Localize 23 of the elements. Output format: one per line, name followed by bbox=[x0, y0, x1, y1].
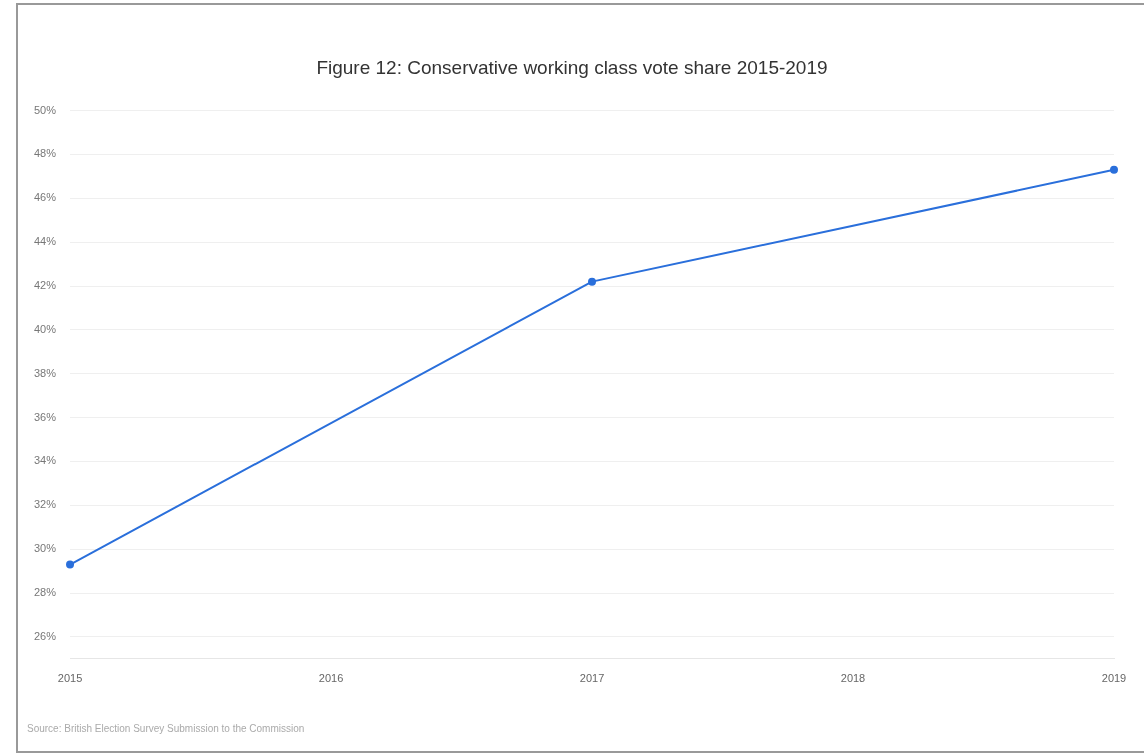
y-tick-label: 48% bbox=[33, 147, 57, 160]
x-tick-label: 2015 bbox=[57, 672, 83, 685]
x-tick-label: 2018 bbox=[840, 672, 866, 685]
y-tick-label: 34% bbox=[33, 454, 57, 467]
point bbox=[588, 277, 597, 286]
y-tick-label: 30% bbox=[33, 542, 57, 555]
y-tick-label: 40% bbox=[33, 322, 57, 335]
chart-title: Figure 12: Conservative working class vote share 2015-2019 bbox=[315, 57, 829, 79]
y-tick-label: 32% bbox=[33, 498, 57, 511]
y-tick-label: 44% bbox=[33, 235, 57, 248]
x-tick-label: 2019 bbox=[1101, 672, 1127, 685]
x-tick-label: 2017 bbox=[579, 672, 605, 685]
source-note: Source: British Election Survey Submission to the Commission bbox=[27, 723, 305, 734]
y-tick-label: 28% bbox=[33, 586, 57, 599]
y-tick-label: 26% bbox=[33, 629, 57, 642]
y-tick-label: 42% bbox=[33, 279, 57, 292]
x-tick-label: 2016 bbox=[318, 672, 344, 685]
y-tick-label: 46% bbox=[33, 191, 57, 204]
point bbox=[1110, 165, 1118, 174]
y-tick-label: 50% bbox=[33, 103, 57, 116]
y-tick-label: 38% bbox=[33, 366, 57, 379]
point bbox=[66, 560, 75, 569]
y-tick-label: 36% bbox=[33, 410, 57, 423]
